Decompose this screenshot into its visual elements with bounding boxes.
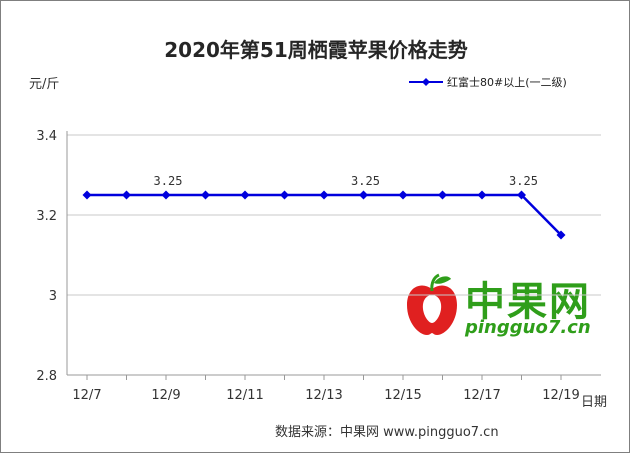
data-point: [122, 190, 131, 200]
data-label: 3.25: [154, 174, 183, 188]
data-point: [477, 190, 487, 200]
data-point: [319, 190, 329, 200]
data-point: [201, 190, 210, 200]
x-tick-label: 12/11: [226, 388, 263, 403]
data-point: [161, 190, 171, 200]
watermark-url: pingguo7.cn: [465, 317, 591, 338]
legend: 红富士80#以上(一二级): [409, 74, 567, 90]
y-axis-label: 元/斤: [29, 77, 60, 92]
x-tick-label: 12/19: [542, 388, 579, 403]
apple-logo-icon: [407, 273, 457, 335]
x-tick-label: 12/15: [384, 388, 421, 403]
labels-layer: 2.8 3 3.2 3.4 12/7 12/9 12/11 12/13 12/15 12/17 12…: [36, 129, 579, 403]
y-tick-label: 3.4: [36, 129, 57, 144]
chart-title: 2020年第51周栖霞苹果价格走势: [164, 38, 468, 62]
legend-swatch: [409, 78, 443, 86]
y-tick-label: 3.2: [36, 209, 57, 224]
data-point: [240, 190, 250, 200]
grid-lines: [67, 134, 601, 296]
x-tick-label: 12/9: [151, 388, 180, 403]
source-note: 数据来源：中果网 www.pingguo7.cn: [275, 425, 499, 440]
x-tick-label: 12/7: [72, 388, 101, 403]
watermark: 中果网 pingguo7.cn: [403, 269, 613, 349]
data-point: [517, 190, 526, 200]
axes: [66, 131, 601, 380]
x-axis-label: 日期: [581, 395, 608, 410]
data-point: [359, 190, 368, 200]
watermark-brand: 中果网: [465, 279, 591, 325]
y-tick-label: 3: [49, 289, 57, 304]
y-tick-label: 2.8: [36, 369, 57, 384]
x-tick-label: 12/13: [305, 388, 342, 403]
data-point: [398, 190, 408, 200]
data-point: [438, 190, 447, 200]
data-point: [280, 190, 289, 200]
series-layer: [82, 190, 566, 240]
legend-label: 红富士80#以上(一二级): [447, 76, 567, 89]
data-point: [556, 230, 566, 240]
data-label: 3.25: [351, 174, 380, 188]
data-point: [82, 190, 92, 200]
x-tick-label: 12/17: [463, 388, 500, 403]
data-label: 3.25: [509, 174, 538, 188]
